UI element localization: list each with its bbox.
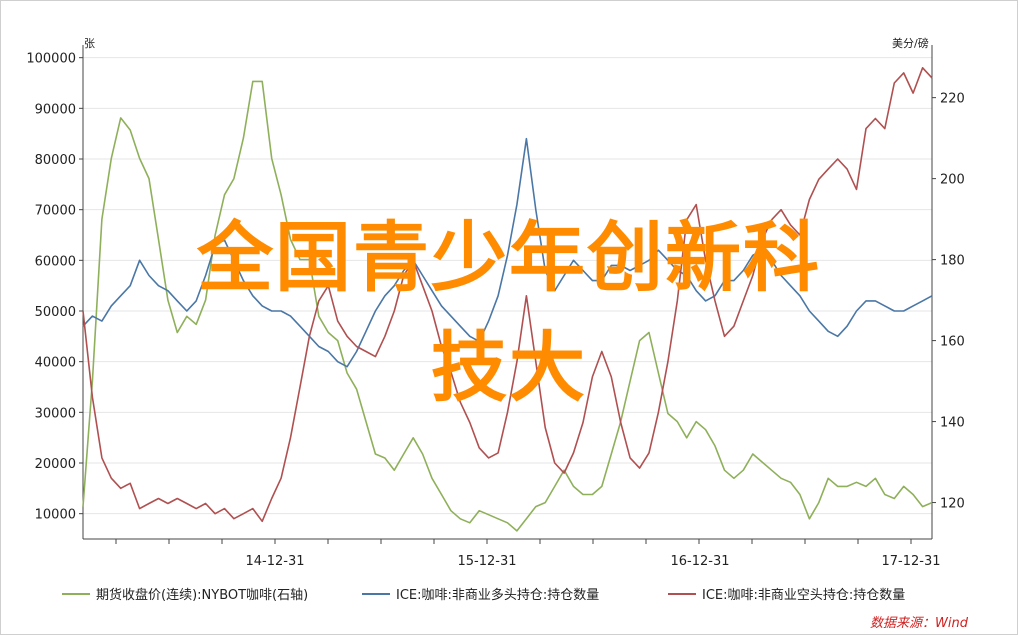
left-tick-label: 60000	[35, 254, 76, 269]
left-tick-label: 50000	[35, 305, 76, 320]
right-tick-label: 200	[940, 173, 965, 188]
left-tick-label: 70000	[35, 204, 76, 219]
legend-label: ICE:咖啡:非商业空头持仓:持仓数量	[702, 588, 905, 603]
right-tick-label: 160	[940, 335, 965, 350]
left-tick-label: 20000	[35, 457, 76, 472]
right-unit-label: 美分/磅	[892, 36, 929, 50]
legend-label: ICE:咖啡:非商业多头持仓:持仓数量	[396, 587, 599, 603]
legend-label: 期货收盘价(连续):NYBOT咖啡(石轴)	[96, 587, 308, 603]
left-tick-label: 40000	[35, 356, 76, 371]
x-tick-label: 14-12-31	[245, 554, 304, 569]
left-unit-label: 张	[84, 37, 95, 50]
series-line-3	[82, 67, 933, 523]
series-line-1	[82, 80, 933, 532]
right-tick-label: 120	[940, 497, 965, 512]
source-note: 数据来源：Wind	[870, 616, 969, 631]
grid-lines	[83, 57, 932, 515]
series-line-2	[82, 137, 933, 368]
right-tick-label: 140	[940, 416, 965, 431]
series-layer	[82, 67, 933, 532]
right-tick-label: 180	[940, 254, 965, 269]
axes: 10000 20000 30000 40000 50000 60000 70000 80000…	[26, 45, 965, 569]
left-tick-label: 90000	[35, 102, 76, 117]
x-tick-label: 16-12-31	[670, 554, 729, 569]
right-tick-label: 220	[940, 92, 965, 107]
left-tick-label: 80000	[35, 153, 76, 168]
legend: 期货收盘价(连续):NYBOT咖啡(石轴) ICE:咖啡:非商业多头持仓:持仓数量…	[62, 587, 905, 603]
left-tick-label: 100000	[26, 52, 76, 67]
left-tick-label: 10000	[35, 508, 76, 523]
left-tick-label: 30000	[35, 406, 76, 421]
x-tick-label: 15-12-31	[457, 554, 516, 569]
x-tick-label: 17-12-31	[881, 554, 940, 569]
